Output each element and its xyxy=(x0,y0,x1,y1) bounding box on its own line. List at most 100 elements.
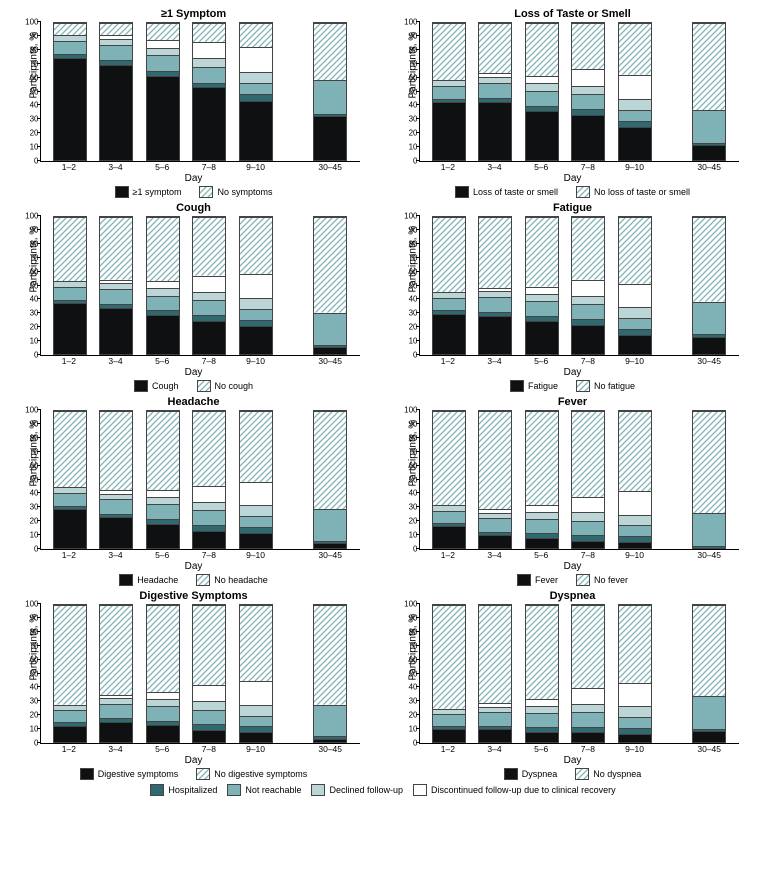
panel-title: ≥1 Symptom xyxy=(161,8,226,20)
segment-symptom xyxy=(100,308,132,354)
segment-symptom xyxy=(693,337,725,354)
segment-no_symptom xyxy=(433,23,465,80)
segment-no_symptom xyxy=(100,411,132,490)
y-tick: 100 xyxy=(15,18,39,27)
x-tick: 5–6 xyxy=(139,744,186,754)
bar xyxy=(99,216,133,355)
x-tick: 30–45 xyxy=(686,550,733,560)
segment-no_symptom xyxy=(433,605,465,709)
y-tick: 30 xyxy=(394,309,418,318)
y-tick: 30 xyxy=(394,503,418,512)
bar xyxy=(53,22,87,161)
bar xyxy=(478,22,512,161)
bar xyxy=(525,604,559,743)
segment-no_symptom xyxy=(54,605,86,705)
segment-not_reachable xyxy=(526,301,558,316)
segment-declined xyxy=(619,307,651,318)
x-tick: 5–6 xyxy=(139,356,186,366)
segment-discontinued xyxy=(193,42,225,59)
segment-declined xyxy=(240,72,272,83)
bar xyxy=(692,604,726,743)
chart-grid: ≥1 SymptomParticipants, %010203040506070… xyxy=(8,8,758,780)
segment-symptom xyxy=(240,326,272,354)
segment-no_symptom xyxy=(619,411,651,491)
y-tick: 60 xyxy=(15,655,39,664)
segment-symptom xyxy=(147,76,179,160)
y-tick: 30 xyxy=(15,309,39,318)
bar xyxy=(192,410,226,549)
segment-not_reachable xyxy=(619,717,651,728)
y-tick: 70 xyxy=(394,447,418,456)
segment-no_symptom xyxy=(54,411,86,487)
legend-item: ≥1 symptom xyxy=(115,186,182,198)
segment-not_reachable xyxy=(100,45,132,60)
segment-symptom xyxy=(479,535,511,548)
bar xyxy=(571,216,605,355)
segment-not_reachable xyxy=(314,313,346,345)
y-tick: 100 xyxy=(394,212,418,221)
segment-discontinued xyxy=(572,497,604,513)
x-tick: 3–4 xyxy=(92,356,139,366)
segment-symptom xyxy=(100,517,132,548)
segment-no_symptom xyxy=(314,605,346,705)
x-tick: 30–45 xyxy=(307,744,354,754)
y-tick: 80 xyxy=(394,239,418,248)
y-tick: 70 xyxy=(394,641,418,650)
x-tick: 1–2 xyxy=(425,162,472,172)
y-tick: 70 xyxy=(15,59,39,68)
segment-no_symptom xyxy=(693,411,725,513)
segment-no_symptom xyxy=(572,23,604,69)
segment-not_reachable xyxy=(479,297,511,312)
y-tick: 90 xyxy=(15,31,39,40)
legend-item: No symptoms xyxy=(199,186,272,198)
y-tick: 10 xyxy=(394,143,418,152)
y-tick: 20 xyxy=(15,323,39,332)
segment-symptom xyxy=(100,65,132,160)
x-tick: 7–8 xyxy=(565,550,612,560)
x-tick: 9–10 xyxy=(611,550,658,560)
segment-not_reachable xyxy=(54,287,86,300)
bar xyxy=(618,22,652,161)
bar xyxy=(53,216,87,355)
segment-declined xyxy=(147,48,179,56)
bar xyxy=(239,22,273,161)
segment-symptom xyxy=(572,732,604,742)
segment-no_symptom xyxy=(526,23,558,76)
y-tick: 50 xyxy=(15,475,39,484)
x-tick: 9–10 xyxy=(232,744,279,754)
segment-symptom xyxy=(54,303,86,354)
bar xyxy=(146,604,180,743)
segment-symptom xyxy=(572,325,604,354)
segment-no_symptom xyxy=(572,411,604,497)
x-tick: 7–8 xyxy=(565,356,612,366)
x-tick: 1–2 xyxy=(46,356,93,366)
stacked-bar-chart: 0102030405060708090100 xyxy=(40,604,360,744)
segment-discontinued xyxy=(147,692,179,699)
segment-declined xyxy=(240,298,272,309)
shared-legend: HospitalizedNot reachableDeclined follow… xyxy=(8,784,758,796)
legend-item: No headache xyxy=(196,574,268,586)
y-tick: 0 xyxy=(394,157,418,166)
bar xyxy=(432,604,466,743)
segment-declined xyxy=(526,512,558,519)
bar xyxy=(618,410,652,549)
x-axis-label: Day xyxy=(564,173,582,184)
x-tick: 3–4 xyxy=(92,550,139,560)
segment-symptom xyxy=(147,725,179,742)
segment-not_reachable xyxy=(619,110,651,121)
bar xyxy=(99,22,133,161)
panel-title: Loss of Taste or Smell xyxy=(514,8,631,20)
segment-discontinued xyxy=(619,284,651,308)
y-tick: 100 xyxy=(394,18,418,27)
y-tick: 100 xyxy=(394,600,418,609)
segment-not_reachable xyxy=(147,706,179,720)
legend-item: No fever xyxy=(576,574,628,586)
segment-not_reachable xyxy=(572,521,604,535)
segment-declined xyxy=(572,704,604,712)
stacked-bar-chart: 0102030405060708090100 xyxy=(419,22,739,162)
segment-no_symptom xyxy=(479,411,511,509)
bar xyxy=(99,410,133,549)
bar xyxy=(313,604,347,743)
x-tick: 3–4 xyxy=(471,550,518,560)
segment-not_reachable xyxy=(526,519,558,533)
